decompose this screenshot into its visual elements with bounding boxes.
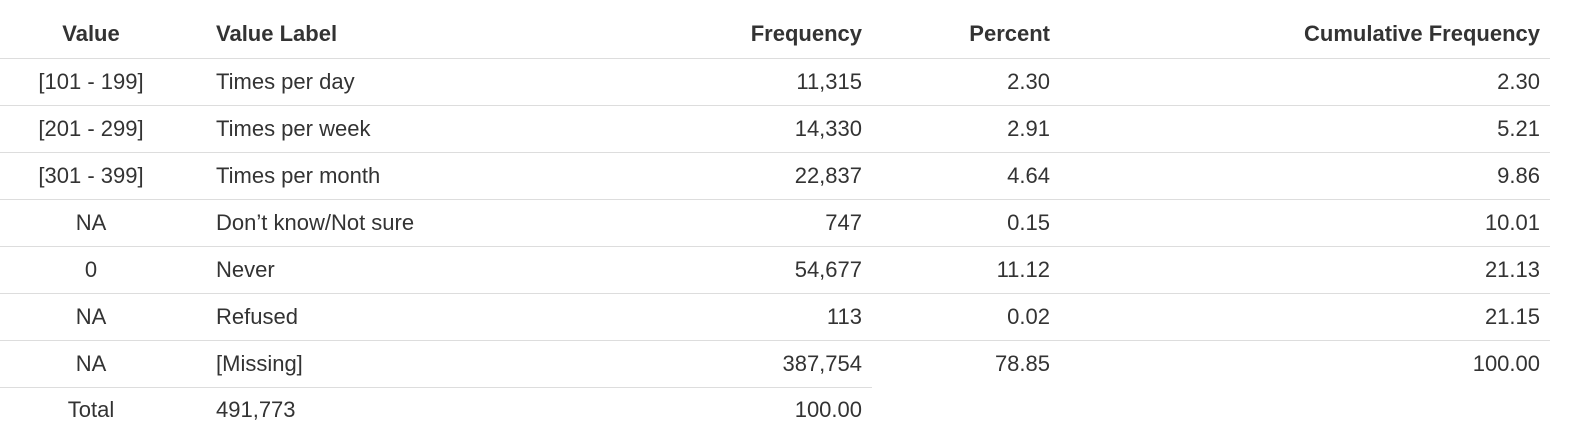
cell-cumulative: 9.86 (1497, 163, 1540, 188)
table-row: NA Don’t know/Not sure 747 0.15 10.01 (0, 200, 1550, 247)
cell-value-label: Times per month (216, 163, 381, 188)
header-percent: Percent (969, 21, 1050, 46)
table-row: 0 Never 54,677 11.12 21.13 (0, 247, 1550, 294)
table-row: [201 - 299] Times per week 14,330 2.91 5… (0, 106, 1550, 153)
cell-value: NA (75, 304, 107, 329)
cell-percent: 4.64 (1007, 163, 1050, 188)
cell-cumulative: 10.01 (1484, 210, 1540, 235)
cell-cumulative: 2.30 (1497, 69, 1540, 94)
total-count: 491,773 (216, 397, 296, 422)
cell-value: [301 - 399] (38, 163, 144, 188)
cell-frequency: 14,330 (794, 116, 862, 141)
total-percent: 100.00 (794, 397, 862, 422)
cell-cumulative: 21.15 (1484, 304, 1540, 329)
cell-value-label: Times per week (216, 116, 371, 141)
cell-value-label: [Missing] (216, 351, 303, 376)
cell-percent: 11.12 (996, 257, 1050, 282)
cell-percent: 0.15 (1007, 210, 1050, 235)
cell-cumulative: 5.21 (1497, 116, 1540, 141)
header-cumulative-frequency: Cumulative Frequency (1304, 21, 1540, 46)
table-row: [101 - 199] Times per day 11,315 2.30 2.… (0, 59, 1550, 106)
cell-percent: 78.85 (994, 351, 1050, 376)
table-row: [301 - 399] Times per month 22,837 4.64 … (0, 153, 1550, 200)
cell-frequency: 387,754 (782, 351, 862, 376)
cell-value: [101 - 199] (38, 69, 144, 94)
cell-value: NA (75, 351, 107, 376)
header-value-label: Value Label (216, 21, 338, 46)
table-header-row: Value Value Label Frequency Percent Cumu… (0, 12, 1550, 59)
cell-frequency: 747 (825, 210, 862, 235)
cell-value: NA (75, 210, 107, 235)
cell-cumulative: 21.13 (1484, 257, 1540, 282)
header-frequency: Frequency (750, 21, 862, 46)
cell-value: [201 - 299] (38, 116, 144, 141)
cell-frequency: 22,837 (794, 163, 862, 188)
cell-percent: 0.02 (1007, 304, 1050, 329)
table-row: NA [Missing] 387,754 78.85 100.00 (0, 341, 1550, 388)
cell-cumulative: 100.00 (1472, 351, 1540, 376)
cell-percent: 2.30 (1007, 69, 1050, 94)
cell-value-label: Refused (216, 304, 298, 329)
cell-frequency: 11,315 (796, 69, 862, 94)
table-row: NA Refused 113 0.02 21.15 (0, 294, 1550, 341)
cell-frequency: 54,677 (794, 257, 862, 282)
frequency-table: Value Value Label Frequency Percent Cumu… (0, 12, 1550, 433)
cell-value-label: Never (216, 257, 275, 282)
cell-value: 0 (84, 257, 98, 282)
cell-value-label: Times per day (216, 69, 355, 94)
cell-value-label: Don’t know/Not sure (216, 210, 415, 235)
table-total-row: Total 491,773 100.00 (0, 387, 1550, 433)
header-value: Value (62, 21, 120, 46)
total-label: Total (67, 397, 115, 422)
cell-percent: 2.91 (1007, 116, 1050, 141)
cell-frequency: 113 (826, 304, 862, 329)
